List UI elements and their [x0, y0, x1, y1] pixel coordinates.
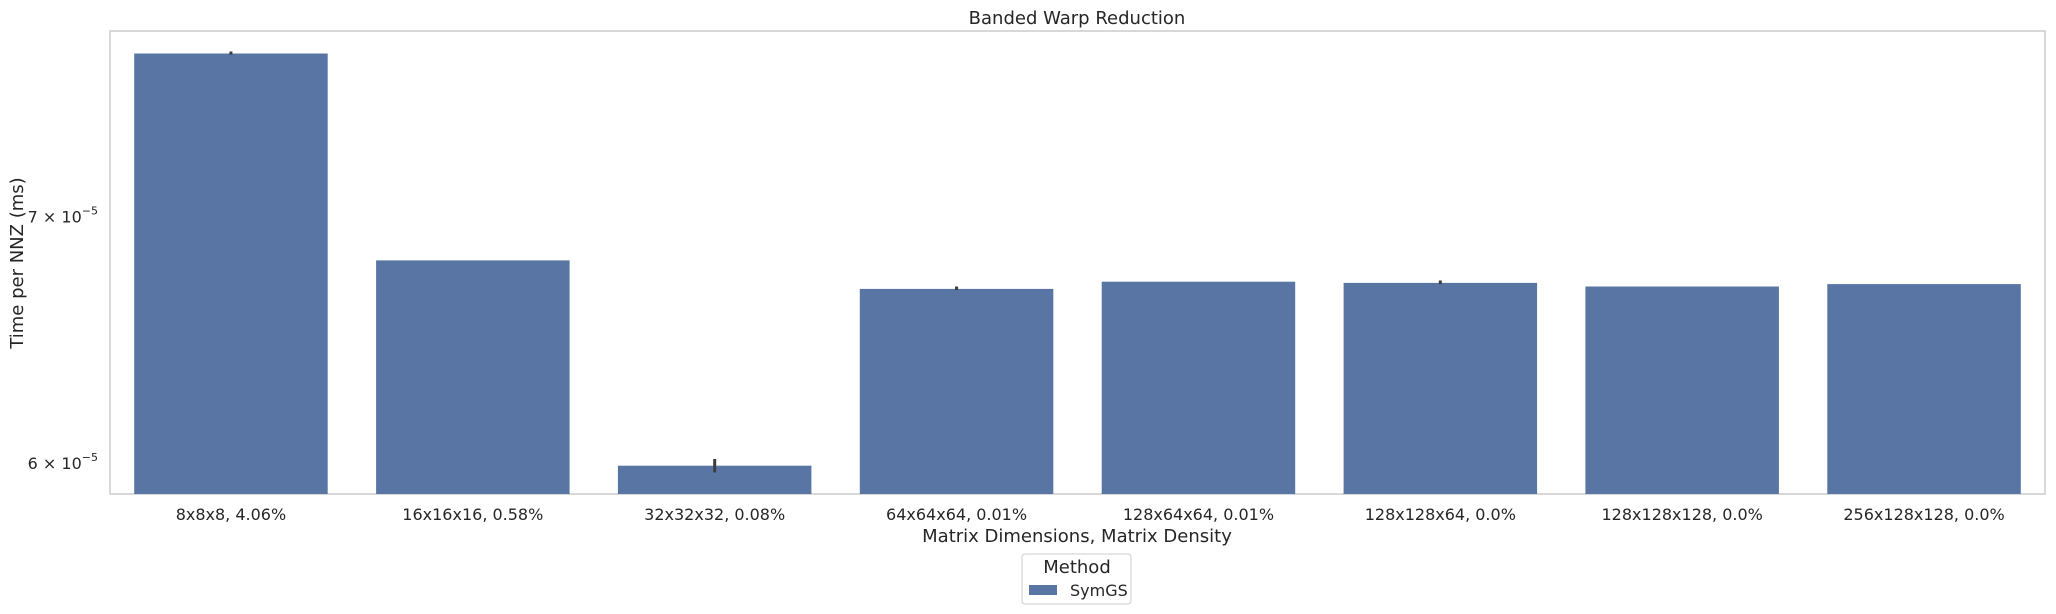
x-tick-label: 256x128x128, 0.0% [1843, 505, 2004, 524]
y-tick-labels: 6 × 10−5 7 × 10−5 [28, 204, 98, 473]
bar [1585, 286, 1779, 494]
y-tick-label: 7 × 10−5 [28, 204, 98, 226]
bar [859, 288, 1054, 494]
legend-title: Method [1043, 557, 1111, 578]
x-axis-label: Matrix Dimensions, Matrix Density [922, 526, 1232, 547]
legend-swatch [1029, 585, 1057, 595]
x-tick-label: 32x32x32, 0.08% [644, 505, 785, 524]
x-tick-label: 8x8x8, 4.06% [176, 505, 286, 524]
x-tick-label: 64x64x64, 0.01% [886, 505, 1027, 524]
bar [134, 53, 328, 494]
chart-title: Banded Warp Reduction [969, 8, 1186, 29]
bar [376, 260, 570, 494]
legend-label: SymGS [1070, 581, 1128, 600]
bar [1827, 284, 2021, 494]
legend: Method SymGS [1021, 553, 1132, 605]
x-tick-labels: 8x8x8, 4.06% 16x16x16, 0.58% 32x32x32, 0.0… [176, 505, 2005, 524]
x-tick-label: 128x128x64, 0.0% [1365, 505, 1516, 524]
error-bar-group [229, 51, 1442, 473]
y-axis-label: Time per NNZ (ms) [7, 177, 28, 349]
x-tick-label: 16x16x16, 0.58% [402, 505, 543, 524]
x-tick-label: 128x64x64, 0.01% [1123, 505, 1274, 524]
bar [1343, 282, 1538, 494]
x-tick-label: 128x128x128, 0.0% [1602, 505, 1763, 524]
y-tick-label: 6 × 10−5 [28, 451, 98, 473]
bar-group [134, 53, 2021, 494]
bar [1101, 281, 1296, 494]
